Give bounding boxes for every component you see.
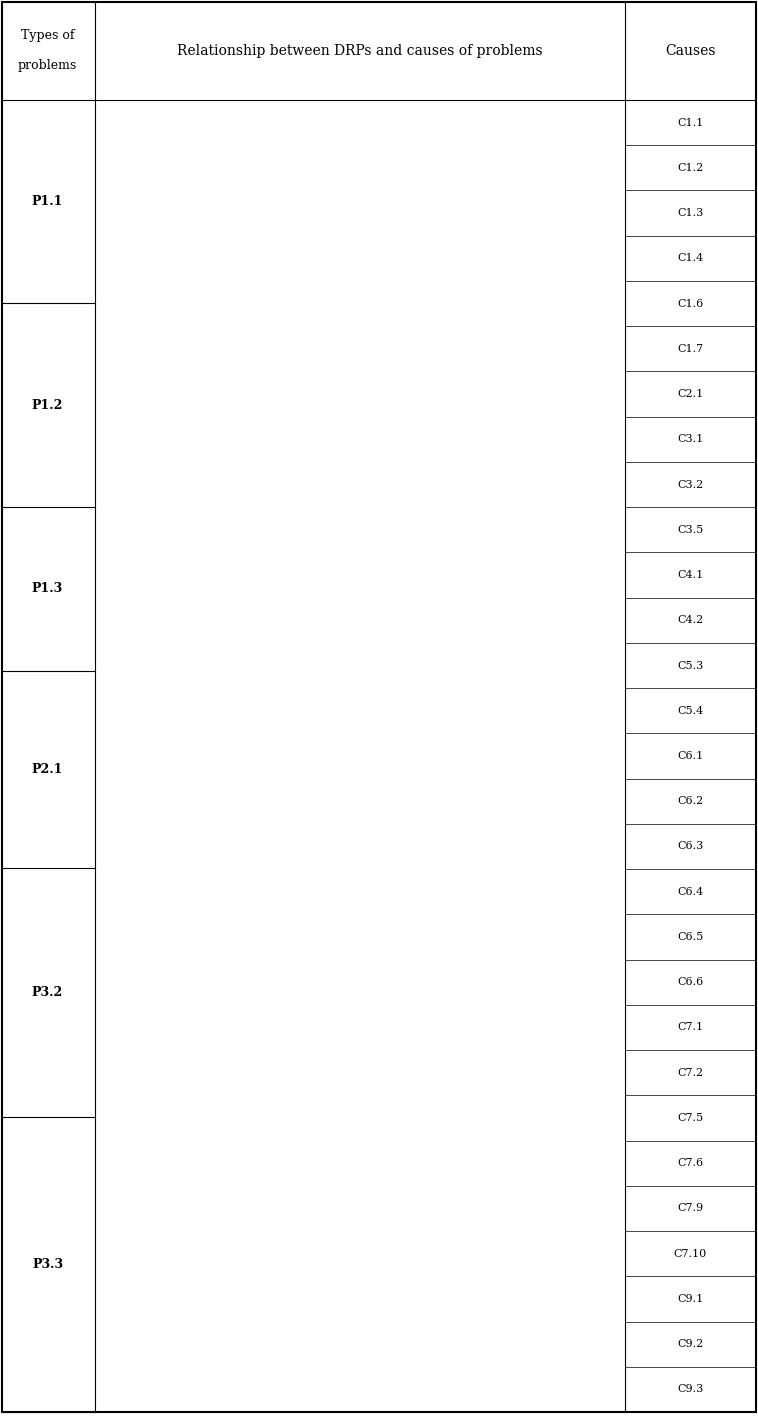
Text: C4.2: C4.2 bbox=[678, 615, 703, 625]
Text: P2.1: P2.1 bbox=[32, 762, 63, 775]
Text: C3.2: C3.2 bbox=[678, 479, 703, 489]
Text: Types of

problems: Types of problems bbox=[18, 30, 77, 72]
Text: P3.3: P3.3 bbox=[32, 1258, 63, 1271]
Text: Causes: Causes bbox=[666, 44, 716, 58]
Text: C1.7: C1.7 bbox=[678, 344, 703, 354]
Text: C1.2: C1.2 bbox=[678, 163, 703, 173]
Text: C3.1: C3.1 bbox=[678, 434, 703, 445]
Text: P1.1: P1.1 bbox=[32, 196, 63, 208]
Text: C7.6: C7.6 bbox=[678, 1158, 703, 1168]
Text: C6.1: C6.1 bbox=[678, 751, 703, 761]
Text: C9.2: C9.2 bbox=[678, 1339, 703, 1349]
Text: C6.2: C6.2 bbox=[678, 796, 703, 806]
Text: C7.9: C7.9 bbox=[678, 1203, 703, 1213]
Text: C5.3: C5.3 bbox=[678, 660, 703, 670]
Text: C7.2: C7.2 bbox=[678, 1067, 703, 1078]
Text: C7.5: C7.5 bbox=[678, 1112, 703, 1122]
Text: C1.6: C1.6 bbox=[678, 299, 703, 309]
Text: C6.6: C6.6 bbox=[678, 978, 703, 988]
Text: P3.2: P3.2 bbox=[32, 986, 63, 999]
Text: C6.5: C6.5 bbox=[678, 932, 703, 942]
Text: Relationship between DRPs and causes of problems: Relationship between DRPs and causes of … bbox=[177, 44, 543, 58]
Text: C7.10: C7.10 bbox=[674, 1248, 707, 1258]
Text: C6.4: C6.4 bbox=[678, 887, 703, 897]
Text: C6.3: C6.3 bbox=[678, 842, 703, 852]
Text: C1.4: C1.4 bbox=[678, 254, 703, 264]
Text: C9.1: C9.1 bbox=[678, 1294, 703, 1304]
Text: C4.1: C4.1 bbox=[678, 570, 703, 580]
Text: C9.3: C9.3 bbox=[678, 1384, 703, 1394]
Text: C1.1: C1.1 bbox=[678, 118, 703, 128]
Text: C2.1: C2.1 bbox=[678, 390, 703, 400]
Text: P1.2: P1.2 bbox=[32, 398, 63, 411]
Text: C1.3: C1.3 bbox=[678, 208, 703, 218]
Text: P1.3: P1.3 bbox=[32, 582, 63, 595]
Text: C3.5: C3.5 bbox=[678, 524, 703, 534]
Text: C7.1: C7.1 bbox=[678, 1023, 703, 1033]
Text: C5.4: C5.4 bbox=[678, 706, 703, 716]
